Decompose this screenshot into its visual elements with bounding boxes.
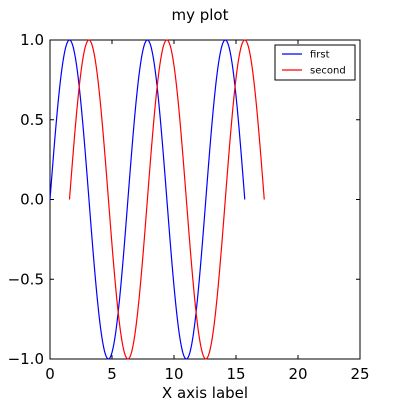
y-tick-label: −0.5 bbox=[8, 270, 44, 288]
legend-box bbox=[274, 44, 356, 81]
plot-area bbox=[49, 39, 361, 360]
y-tick-labels: −1.0 −0.5 0.0 0.5 1.0 bbox=[8, 31, 44, 368]
x-tick-label: 10 bbox=[164, 365, 183, 383]
x-tick-label: 5 bbox=[107, 365, 117, 383]
legend: first second bbox=[274, 44, 356, 81]
tick-layer bbox=[49, 39, 361, 360]
legend-label-first: first bbox=[310, 50, 330, 61]
series-layer bbox=[49, 39, 265, 360]
y-tick-label: 1.0 bbox=[20, 31, 44, 49]
x-tick-label: 0 bbox=[45, 365, 55, 383]
y-tick-label: 0.0 bbox=[20, 191, 44, 209]
x-tick-label: 25 bbox=[350, 365, 369, 383]
plot-frame bbox=[49, 39, 361, 360]
x-axis-label: X axis label bbox=[162, 384, 248, 400]
x-tick-labels: 0 5 10 15 20 25 bbox=[45, 365, 369, 383]
series-line-second bbox=[68, 39, 265, 360]
y-tick-label: 0.5 bbox=[20, 111, 44, 129]
x-tick-label: 20 bbox=[288, 365, 307, 383]
legend-label-second: second bbox=[310, 66, 346, 77]
chart-title: my plot bbox=[171, 6, 228, 24]
x-tick-label: 15 bbox=[226, 365, 245, 383]
series-line-first bbox=[49, 39, 246, 360]
y-tick-label: −1.0 bbox=[8, 350, 44, 368]
